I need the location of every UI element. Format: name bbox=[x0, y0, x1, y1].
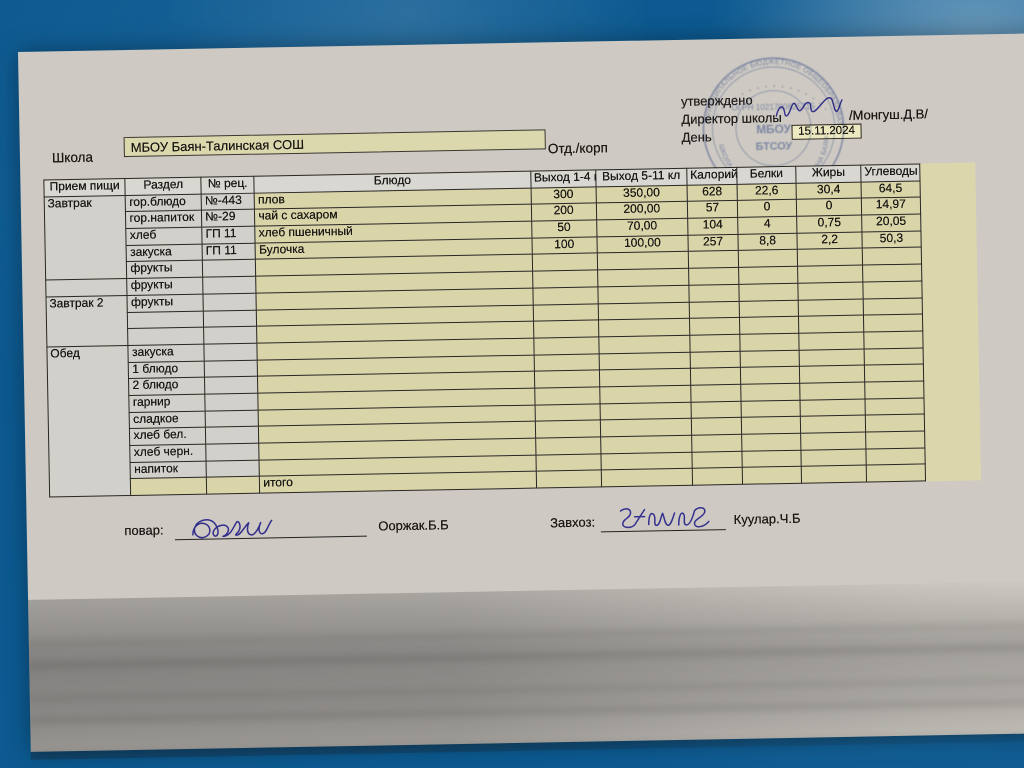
svg-text:МБОУ: МБОУ bbox=[756, 122, 792, 137]
svg-text:ОГРН 1021700825715: ОГРН 1021700825715 bbox=[731, 102, 815, 113]
svg-text:БТСОУ: БТСОУ bbox=[755, 141, 792, 154]
